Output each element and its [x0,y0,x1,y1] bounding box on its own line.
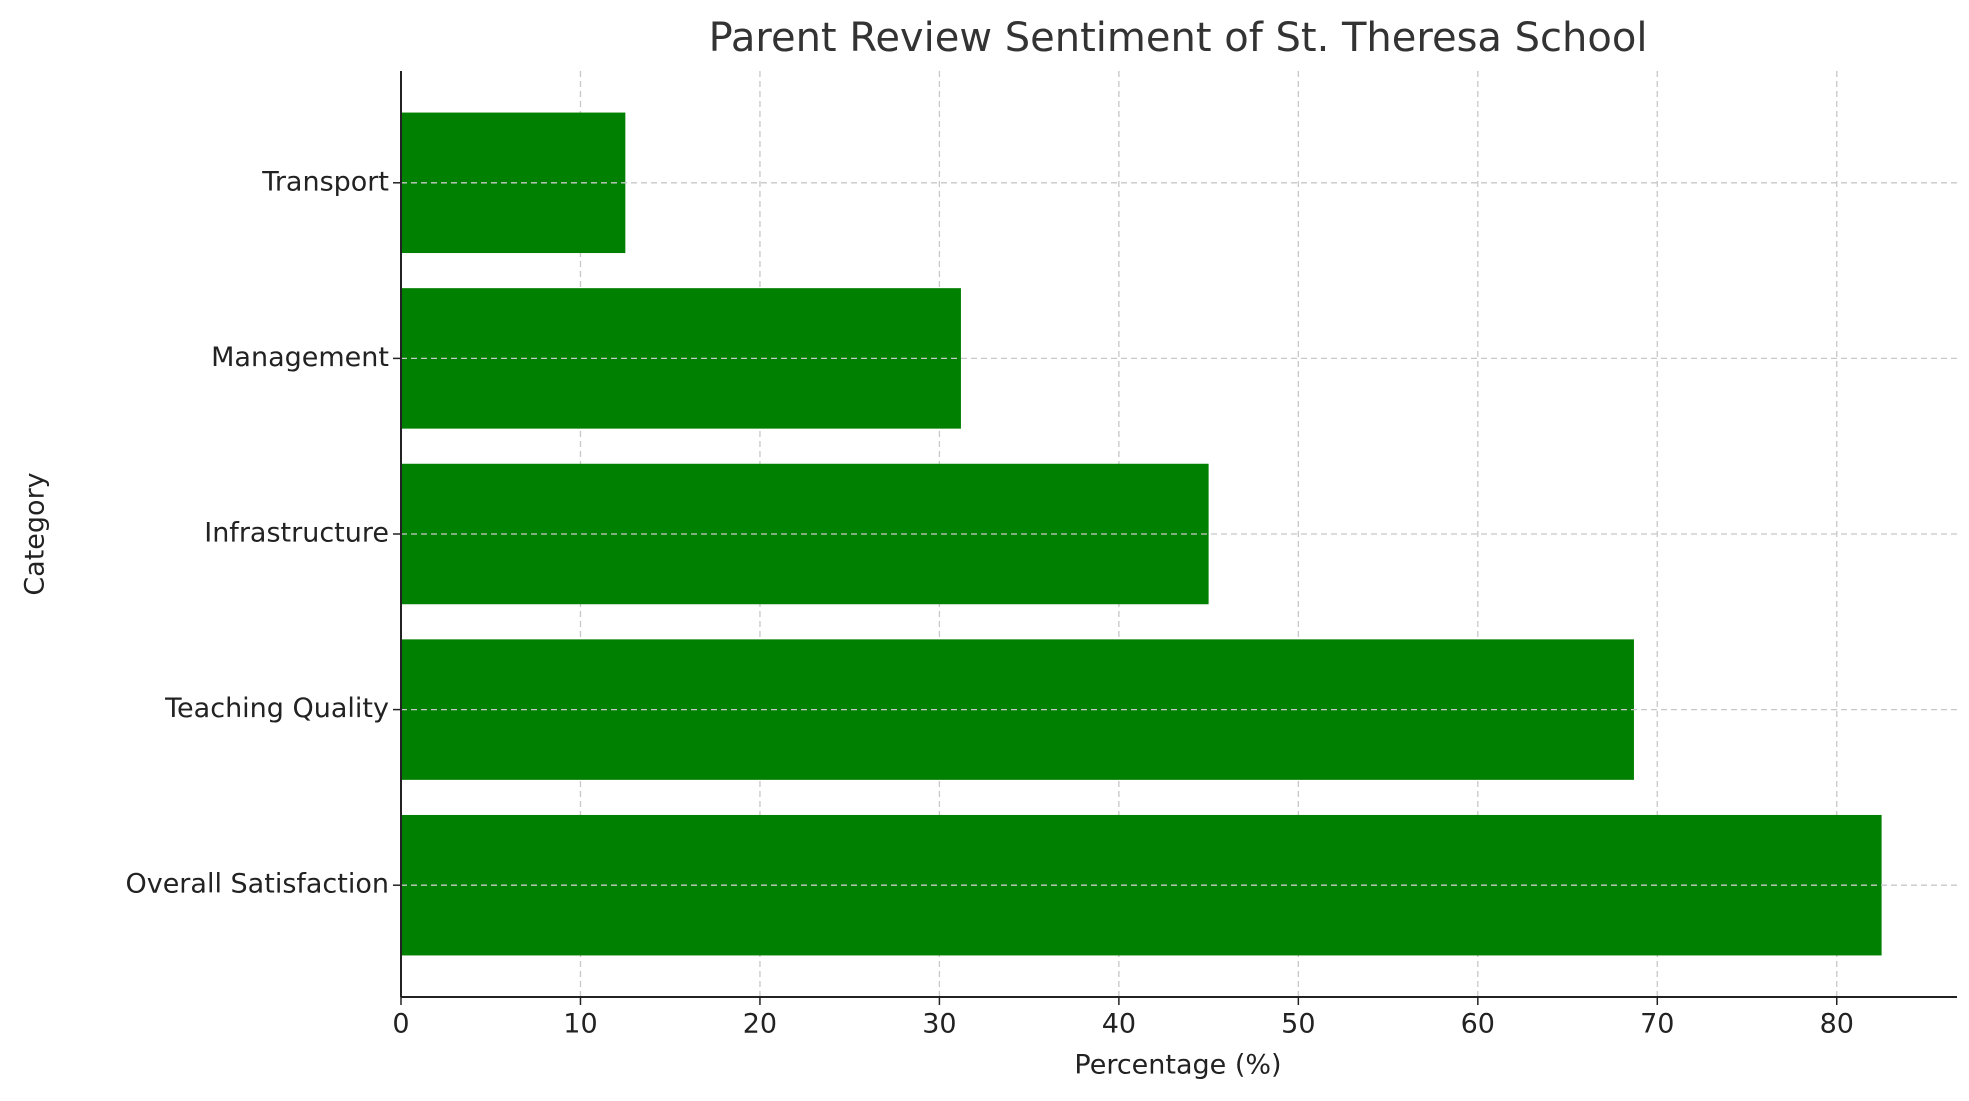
y-tick-label: Overall Satisfaction [125,869,389,900]
x-tick-label: 60 [1461,1009,1495,1040]
y-tick-label: Transport [261,166,389,197]
y-tick-label: Teaching Quality [164,693,389,724]
chart-title: Parent Review Sentiment of St. Theresa S… [709,15,1648,61]
y-tick-label: Management [211,342,389,373]
x-tick-label: 70 [1640,1009,1674,1040]
x-tick-label: 20 [743,1009,777,1040]
x-tick-label: 50 [1281,1009,1315,1040]
y-tick-label: Infrastructure [204,518,389,549]
x-tick-label: 10 [563,1009,597,1040]
x-tick-label: 40 [1102,1009,1136,1040]
y-axis-label: Category [20,472,51,595]
x-tick-label: 80 [1820,1009,1854,1040]
x-tick-label: 0 [392,1009,409,1040]
x-tick-label: 30 [922,1009,956,1040]
x-axis-label: Percentage (%) [1074,1050,1281,1081]
